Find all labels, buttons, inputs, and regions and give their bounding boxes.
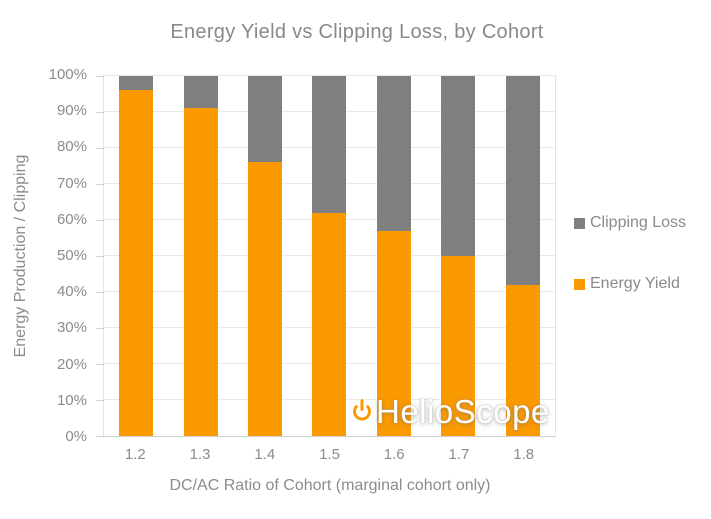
y-tick-label: 100% xyxy=(48,66,87,83)
bar-segment-clipping-loss xyxy=(119,76,154,91)
bar-segment-energy-yield xyxy=(312,212,347,436)
bar-segment-clipping-loss xyxy=(248,76,283,163)
bar-segment-energy-yield xyxy=(505,284,540,436)
bar-slot-1.6 xyxy=(362,76,426,436)
y-tick-label: 90% xyxy=(56,102,87,120)
y-tick-mark xyxy=(96,292,104,293)
bar-stack-1.3 xyxy=(183,76,218,436)
y-tick-mark xyxy=(96,112,104,113)
y-tick-mark xyxy=(96,76,104,77)
bar-segment-energy-yield xyxy=(248,162,283,436)
y-tick-mark xyxy=(96,220,104,221)
plot-area: HelioScope xyxy=(96,75,556,437)
bar-slot-1.3 xyxy=(168,76,232,436)
bar-segment-clipping-loss xyxy=(441,76,476,256)
x-tick-label: 1.4 xyxy=(254,446,276,463)
y-tick-label: 40% xyxy=(56,283,87,301)
bar-slot-1.4 xyxy=(233,76,297,436)
x-axis-ticks: 1.2 1.3 1.4 1.5 1.6 1.7 1.8 xyxy=(103,446,556,463)
bar-slot-1.5 xyxy=(297,76,361,436)
bar-segment-clipping-loss xyxy=(312,76,347,213)
y-tick-label: 0% xyxy=(65,428,87,445)
bar-segment-energy-yield xyxy=(183,108,218,436)
x-tick-label: 1.7 xyxy=(448,446,470,463)
x-tick-label: 1.2 xyxy=(124,446,146,463)
bar-stack-1.2 xyxy=(119,76,154,436)
legend-label: Energy Yield xyxy=(590,275,680,292)
legend-label: Clipping Loss xyxy=(590,214,687,231)
legend-swatch-clipping-loss xyxy=(574,217,585,229)
legend: Clipping Loss Energy Yield xyxy=(574,212,686,295)
x-tick-label: 1.6 xyxy=(383,446,405,463)
y-tick-mark xyxy=(96,328,104,329)
y-tick-mark xyxy=(96,364,104,365)
bar-slot-1.8 xyxy=(491,76,555,436)
x-axis-label: DC/AC Ratio of Cohort (marginal cohort o… xyxy=(169,477,491,494)
bar-segment-energy-yield xyxy=(376,230,411,436)
bar-slot-1.7 xyxy=(426,76,490,436)
bar-segment-clipping-loss xyxy=(183,76,218,109)
chart-title: Energy Yield vs Clipping Loss, by Cohort xyxy=(170,21,544,43)
bar-slot-1.2 xyxy=(104,76,168,436)
legend-item-energy-yield: Energy Yield xyxy=(574,273,686,295)
bar-stack-1.8 xyxy=(505,76,540,436)
y-tick-label: 60% xyxy=(56,210,87,228)
bar-segment-clipping-loss xyxy=(505,76,540,285)
y-tick-label: 50% xyxy=(56,247,87,264)
bar-stack-1.6 xyxy=(376,76,411,436)
y-tick-mark xyxy=(96,256,104,257)
y-tick-label: 10% xyxy=(56,391,87,409)
y-tick-mark xyxy=(96,400,104,401)
y-tick-label: 30% xyxy=(56,319,87,337)
y-tick-label: 70% xyxy=(56,174,87,192)
y-tick-mark xyxy=(96,436,104,437)
x-tick-label: 1.8 xyxy=(513,446,535,463)
x-tick-label: 1.5 xyxy=(319,446,340,463)
bar-segment-energy-yield xyxy=(119,90,154,436)
y-tick-mark xyxy=(96,184,104,185)
bar-stack-1.4 xyxy=(248,76,283,436)
legend-swatch-energy-yield xyxy=(574,278,585,290)
bar-stack-1.5 xyxy=(312,76,347,436)
y-tick-label: 20% xyxy=(56,355,87,373)
legend-item-clipping-loss: Clipping Loss xyxy=(574,212,686,234)
x-tick-label: 1.3 xyxy=(189,446,211,463)
y-tick-label: 80% xyxy=(56,138,87,156)
bar-stack-1.7 xyxy=(441,76,476,436)
y-tick-mark xyxy=(96,148,104,149)
bar-segment-energy-yield xyxy=(441,256,476,436)
bars xyxy=(104,76,555,436)
bar-segment-clipping-loss xyxy=(376,76,411,231)
